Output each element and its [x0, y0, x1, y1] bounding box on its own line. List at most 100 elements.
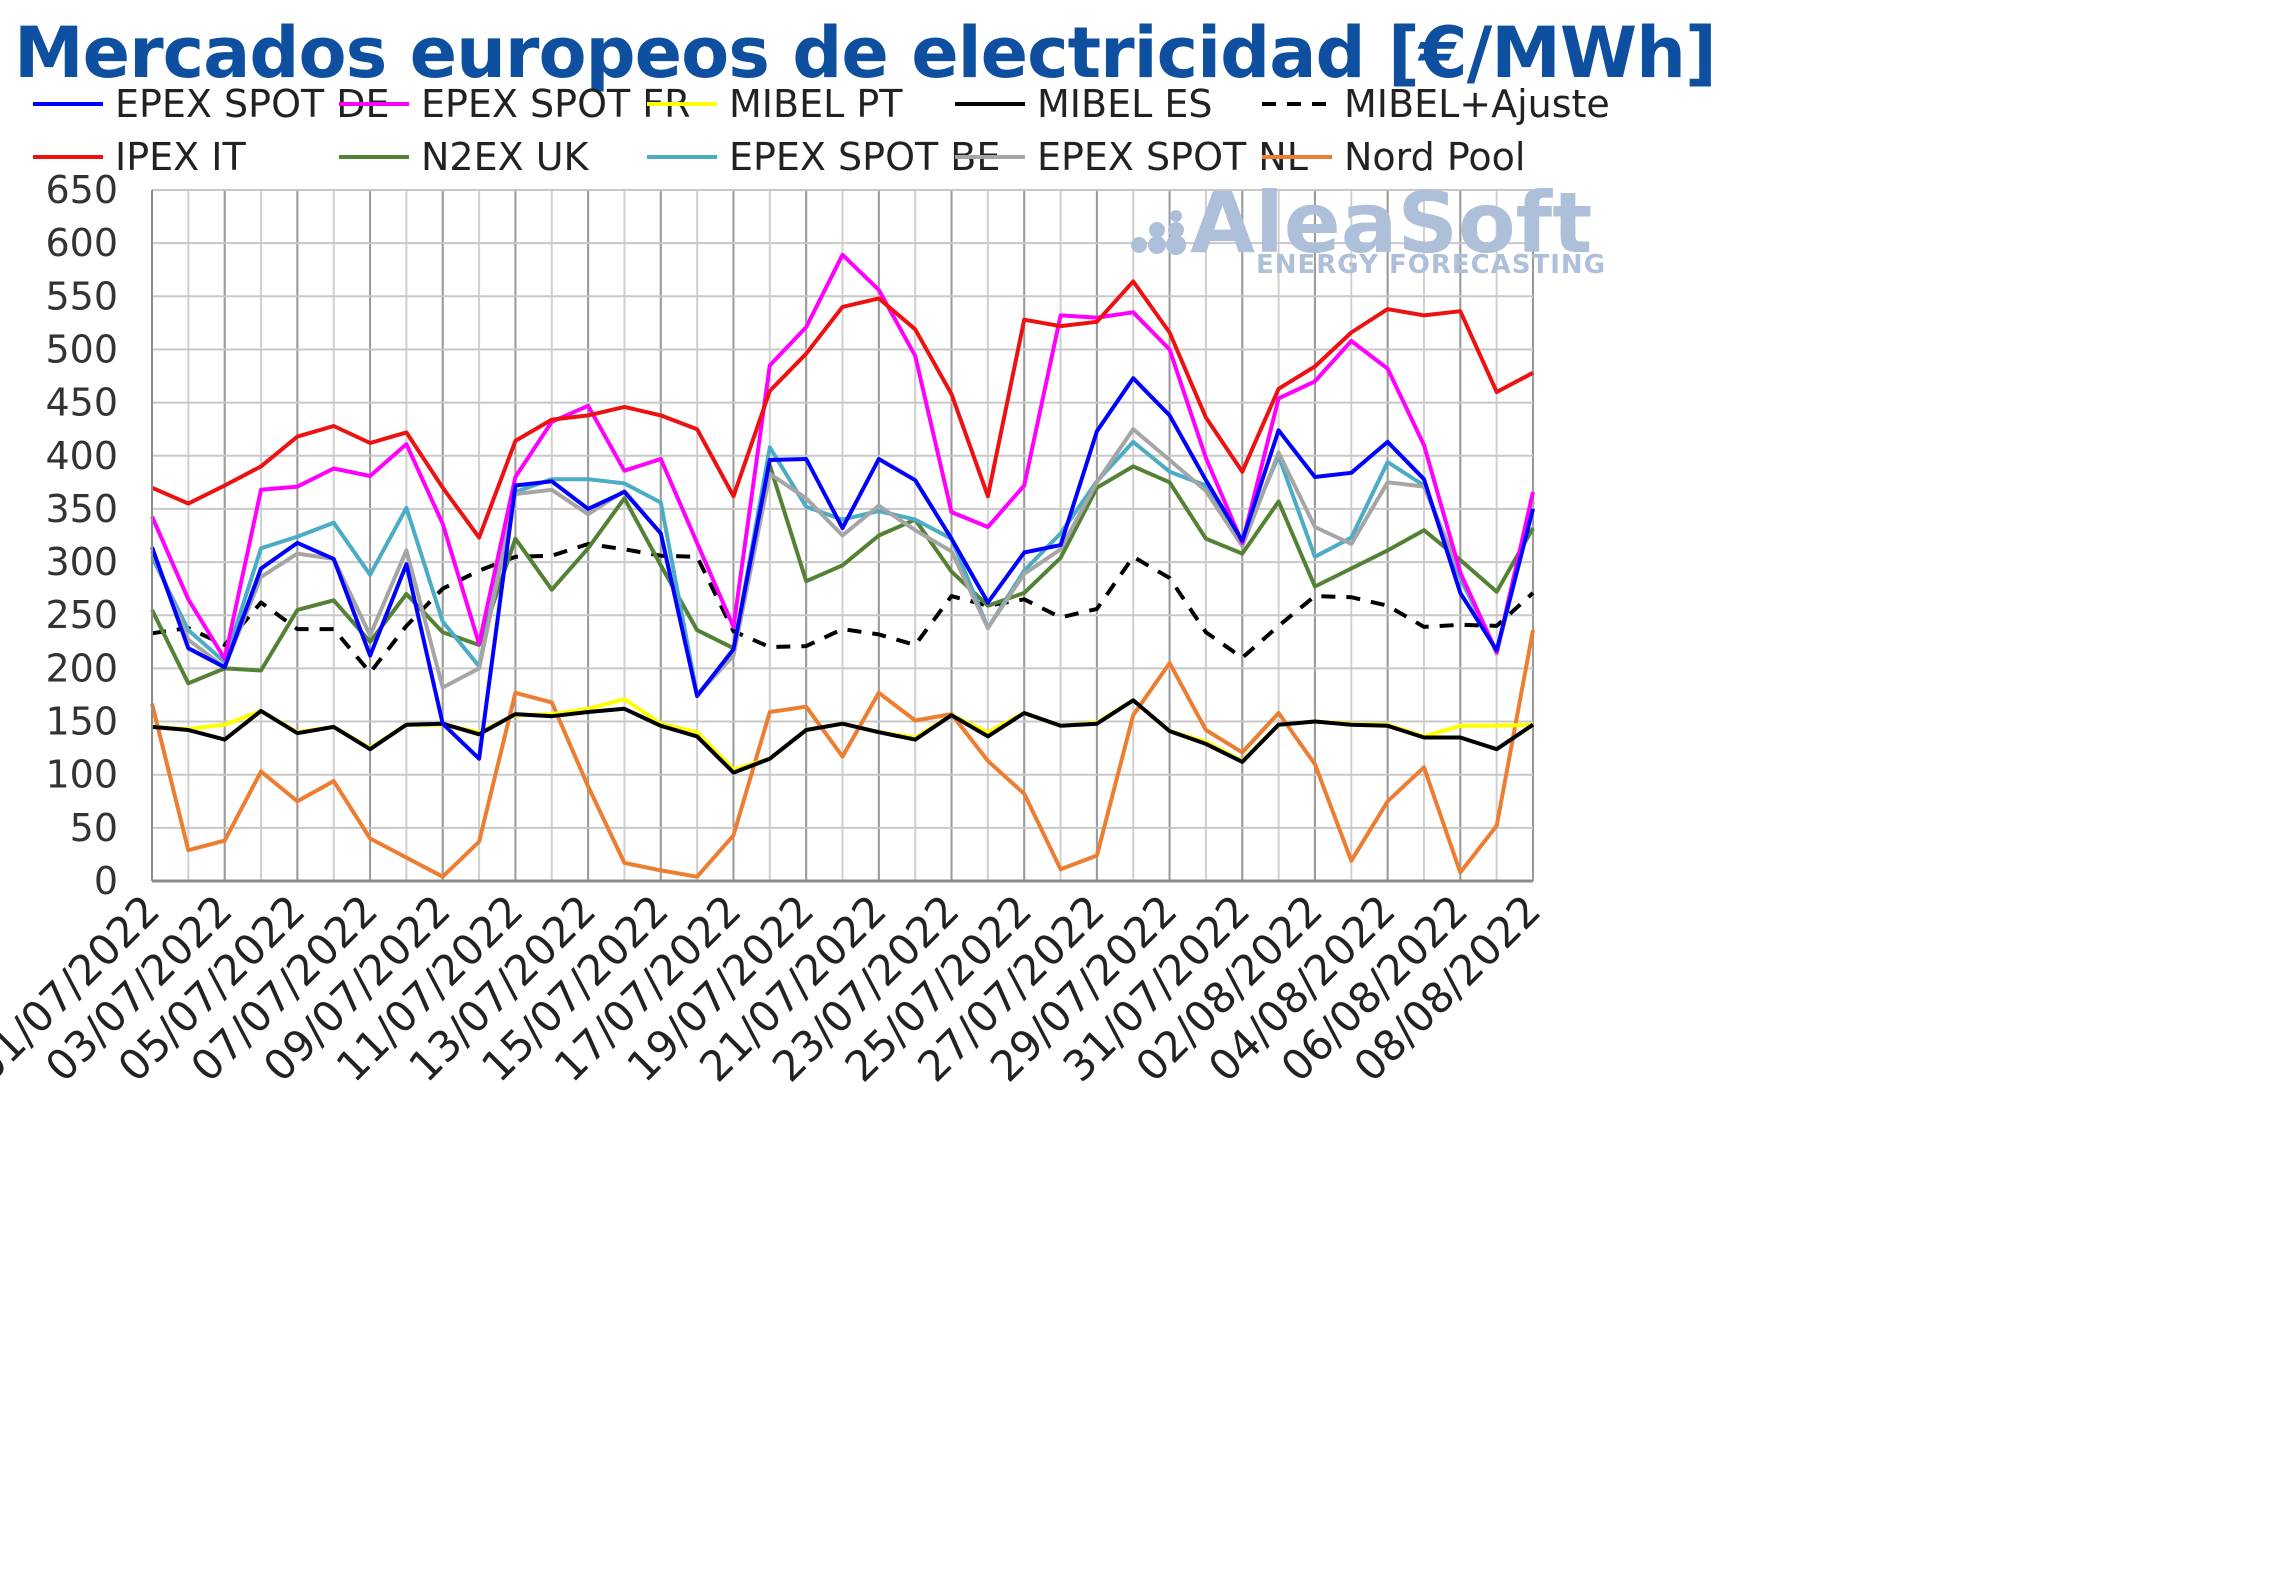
data-point-epex-spot-nl	[1059, 547, 1063, 551]
data-point-epex-spot-fr	[913, 354, 917, 358]
legend-label: MIBEL PT	[729, 82, 903, 126]
data-point-mibel-ajuste	[877, 632, 881, 636]
data-point-ipex-it	[368, 441, 372, 445]
data-point-mibel-es	[295, 731, 299, 735]
data-point-epex-spot-be	[1168, 470, 1172, 474]
data-point-nord-pool	[695, 875, 699, 879]
data-point-mibel-ajuste	[695, 555, 699, 559]
y-tick-label: 500	[45, 327, 118, 371]
data-point-mibel-es	[404, 723, 408, 727]
y-tick-label: 0	[94, 859, 118, 903]
data-point-nord-pool	[404, 856, 408, 860]
data-point-ipex-it	[986, 494, 990, 498]
data-point-mibel-es	[186, 728, 190, 732]
data-point-mibel-ajuste	[368, 671, 372, 675]
y-tick-label: 150	[45, 700, 118, 744]
data-point-epex-spot-fr	[1131, 310, 1135, 314]
data-point-mibel-es	[1495, 747, 1499, 751]
data-point-nord-pool	[622, 861, 626, 865]
data-point-mibel-es	[1277, 723, 1281, 727]
watermark-dot	[1166, 235, 1186, 255]
data-point-mibel-ajuste	[1131, 555, 1135, 559]
data-point-epex-spot-be	[877, 509, 881, 513]
data-point-nord-pool	[1386, 799, 1390, 803]
data-point-epex-spot-fr	[986, 525, 990, 529]
series-line-epex-spot-be	[150, 439, 1535, 697]
legend-item-mibel-pt: MIBEL PT	[647, 82, 903, 126]
data-point-epex-spot-nl	[804, 496, 808, 500]
data-point-epex-spot-de	[1095, 429, 1099, 433]
data-point-epex-spot-be	[259, 546, 263, 550]
data-point-epex-spot-fr	[1422, 443, 1426, 447]
data-point-ipex-it	[1131, 279, 1135, 283]
data-point-epex-spot-de	[223, 665, 227, 669]
data-point-n2ex-uk	[513, 537, 517, 541]
data-point-ipex-it	[586, 413, 590, 417]
series-ipex-it	[151, 279, 1535, 540]
data-point-n2ex-uk	[1422, 528, 1426, 532]
data-point-ipex-it	[1531, 371, 1535, 375]
data-point-epex-spot-de	[1313, 475, 1317, 479]
data-point-mibel-es	[1204, 742, 1208, 746]
data-point-epex-spot-de	[695, 694, 699, 698]
data-point-nord-pool	[1422, 765, 1426, 769]
data-point-nord-pool	[1168, 661, 1172, 665]
data-point-epex-spot-de	[1458, 591, 1462, 595]
data-point-mibel-ajuste	[1204, 630, 1208, 634]
data-point-nord-pool	[368, 836, 372, 840]
legend-label: IPEX IT	[115, 135, 246, 179]
data-point-n2ex-uk	[368, 640, 372, 644]
data-point-mibel-es	[622, 707, 626, 711]
series-epex-spot-fr	[150, 252, 1535, 661]
data-point-epex-spot-de	[877, 457, 881, 461]
data-point-epex-spot-de	[586, 507, 590, 511]
data-point-n2ex-uk	[586, 546, 590, 550]
data-point-epex-spot-fr	[1204, 456, 1208, 460]
data-point-mibel-ajuste	[1095, 607, 1099, 611]
data-point-ipex-it	[659, 413, 663, 417]
data-point-ipex-it	[1022, 318, 1026, 322]
data-point-nord-pool	[877, 691, 881, 695]
data-point-mibel-ajuste	[1422, 625, 1426, 629]
legend-item-n2ex-uk: N2EX UK	[339, 135, 590, 179]
data-point-ipex-it	[1313, 364, 1317, 368]
legend-label: MIBEL+Ajuste	[1344, 82, 1610, 126]
data-point-epex-spot-de	[768, 458, 772, 462]
data-point-nord-pool	[477, 840, 481, 844]
data-point-epex-spot-nl	[1168, 458, 1172, 462]
y-tick-label: 400	[45, 434, 118, 478]
data-point-n2ex-uk	[1204, 537, 1208, 541]
data-point-epex-spot-be	[1313, 555, 1317, 559]
data-point-mibel-es	[1168, 729, 1172, 733]
data-point-epex-spot-fr	[877, 288, 881, 292]
data-point-n2ex-uk	[1240, 552, 1244, 556]
data-point-epex-spot-de	[1168, 413, 1172, 417]
chart-legend: EPEX SPOT DE EPEX SPOT FR MIBEL PT MIBEL ES…	[33, 82, 1610, 179]
data-point-n2ex-uk	[441, 630, 445, 634]
data-point-epex-spot-de	[441, 722, 445, 726]
data-point-epex-spot-nl	[1277, 451, 1281, 455]
data-point-epex-spot-de	[913, 478, 917, 482]
data-point-nord-pool	[1131, 713, 1135, 717]
data-point-n2ex-uk	[950, 570, 954, 574]
data-point-ipex-it	[477, 536, 481, 540]
data-point-nord-pool	[1349, 859, 1353, 863]
series-line-epex-spot-de	[150, 376, 1535, 761]
chart-title: Mercados europeos de electricidad [€/MWh…	[14, 12, 1717, 94]
data-point-epex-spot-de	[622, 490, 626, 494]
y-tick-label: 50	[70, 806, 118, 850]
data-point-mibel-pt	[695, 730, 699, 734]
data-point-nord-pool	[186, 848, 190, 852]
series-line-epex-spot-nl	[150, 427, 1535, 697]
data-point-mibel-ajuste	[1495, 624, 1499, 628]
data-point-mibel-ajuste	[1240, 656, 1244, 660]
data-point-mibel-pt	[223, 723, 227, 727]
data-point-nord-pool	[1313, 762, 1317, 766]
data-point-nord-pool	[1240, 750, 1244, 754]
data-point-mibel-ajuste	[804, 644, 808, 648]
legend-label: EPEX SPOT FR	[421, 82, 691, 126]
data-point-mibel-ajuste	[1168, 576, 1172, 580]
data-point-epex-spot-nl	[1022, 572, 1026, 576]
data-point-ipex-it	[1386, 307, 1390, 311]
data-point-mibel-ajuste	[1022, 597, 1026, 601]
